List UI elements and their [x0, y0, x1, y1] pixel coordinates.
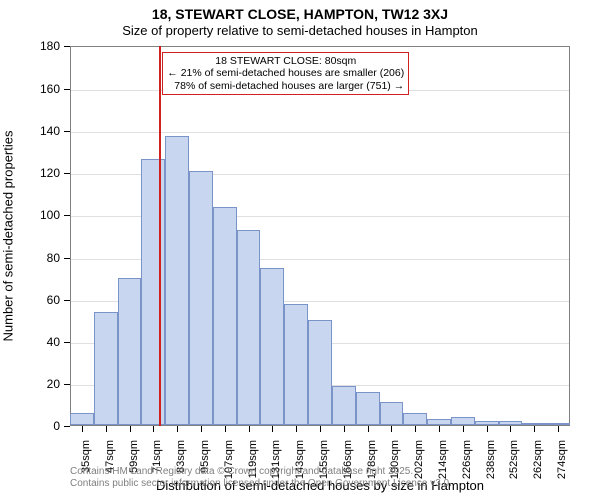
x-tick: [463, 426, 464, 432]
histogram-bar: [308, 320, 332, 425]
x-tick: [439, 426, 440, 432]
histogram-bar: [332, 386, 356, 426]
histogram-bar: [70, 413, 94, 426]
x-tick: [487, 426, 488, 432]
x-tick: [534, 426, 535, 432]
y-tick-label: 20: [20, 377, 60, 391]
histogram-bar: [213, 207, 237, 425]
x-tick: [344, 426, 345, 432]
y-axis-label: Number of semi-detached properties: [1, 131, 16, 342]
x-tick: [153, 426, 154, 432]
credits-line1: Contains HM Land Registry data © Crown c…: [70, 466, 452, 478]
x-tick-label: 238sqm: [485, 440, 497, 479]
y-tick-label: 160: [20, 82, 60, 96]
x-tick: [510, 426, 511, 432]
y-tick-label: 60: [20, 293, 60, 307]
property-marker-line: [159, 46, 161, 426]
histogram-bar: [475, 421, 499, 425]
y-tick-label: 140: [20, 124, 60, 138]
x-tick: [415, 426, 416, 432]
y-tick: [64, 426, 70, 427]
y-tick-label: 120: [20, 166, 60, 180]
annotation-box: 18 STEWART CLOSE: 80sqm← 21% of semi-det…: [162, 52, 409, 94]
x-tick: [320, 426, 321, 432]
histogram-bar: [189, 171, 213, 425]
histogram-bar: [260, 268, 284, 426]
x-tick: [82, 426, 83, 432]
histogram-bar: [499, 421, 523, 425]
histogram-bar: [546, 423, 570, 425]
y-tick-label: 80: [20, 251, 60, 265]
title-line2: Size of property relative to semi-detach…: [0, 23, 600, 39]
histogram-bar: [427, 419, 451, 425]
x-tick: [368, 426, 369, 432]
annotation-line2: ← 21% of semi-detached houses are smalle…: [167, 67, 404, 79]
credits-block: Contains HM Land Registry data © Crown c…: [70, 466, 452, 490]
credits-line2: Contains public sector information licen…: [70, 478, 452, 490]
x-tick: [272, 426, 273, 432]
histogram-bar: [284, 304, 308, 426]
x-tick: [296, 426, 297, 432]
histogram-bar: [94, 312, 118, 425]
x-tick: [201, 426, 202, 432]
x-tick: [106, 426, 107, 432]
x-tick: [177, 426, 178, 432]
annotation-line3: 78% of semi-detached houses are larger (…: [167, 80, 404, 92]
y-tick-label: 40: [20, 335, 60, 349]
x-tick-label: 262sqm: [532, 440, 544, 479]
x-tick: [249, 426, 250, 432]
y-tick-label: 100: [20, 208, 60, 222]
y-tick-label: 180: [20, 39, 60, 53]
histogram-bar: [165, 136, 189, 426]
x-tick: [225, 426, 226, 432]
y-tick-label: 0: [20, 419, 60, 433]
x-tick: [130, 426, 131, 432]
histogram-bar: [522, 423, 546, 425]
x-tick: [391, 426, 392, 432]
x-tick: [558, 426, 559, 432]
x-tick-label: 226sqm: [461, 440, 473, 479]
histogram-bar: [451, 417, 475, 425]
chart-container: Number of semi-detached properties 02040…: [60, 46, 570, 426]
chart-title-block: 18, STEWART CLOSE, HAMPTON, TW12 3XJ Siz…: [0, 0, 600, 38]
annotation-line1: 18 STEWART CLOSE: 80sqm: [167, 55, 404, 67]
histogram-bar: [380, 402, 404, 425]
x-tick-label: 252sqm: [508, 440, 520, 479]
x-tick-label: 274sqm: [556, 440, 568, 479]
histogram-bar: [403, 413, 427, 426]
histogram-bar: [141, 159, 165, 426]
bars-group: [70, 46, 570, 426]
histogram-bar: [118, 278, 142, 425]
histogram-bar: [356, 392, 380, 426]
title-line1: 18, STEWART CLOSE, HAMPTON, TW12 3XJ: [0, 6, 600, 23]
histogram-bar: [237, 230, 261, 425]
